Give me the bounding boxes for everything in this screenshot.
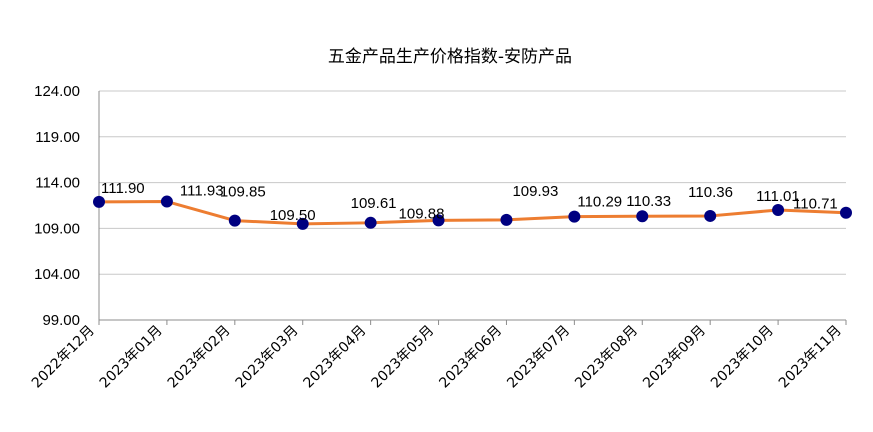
x-tick-label: 2022年12月 <box>29 323 98 392</box>
data-label: 110.36 <box>688 184 733 201</box>
data-label: 111.01 <box>756 188 800 205</box>
series-layer <box>93 195 852 230</box>
y-tick-label: 104.00 <box>34 266 80 283</box>
x-tick-label: 2023年10月 <box>708 323 777 392</box>
y-tick-label: 119.00 <box>35 129 80 146</box>
x-tick-label: 2023年03月 <box>233 323 302 392</box>
data-label: 109.61 <box>351 195 397 212</box>
data-label: 109.88 <box>399 205 445 222</box>
data-point <box>500 213 513 226</box>
data-point <box>704 209 717 222</box>
x-tick-label: 2023年02月 <box>165 323 234 392</box>
x-tick-label: 2023年05月 <box>368 323 437 392</box>
data-point <box>160 195 173 208</box>
data-point <box>228 214 241 227</box>
x-tick-label: 2023年04月 <box>301 323 370 392</box>
data-point <box>840 206 852 219</box>
data-label: 109.93 <box>512 183 558 200</box>
data-label: 111.93 <box>180 183 224 200</box>
series-line <box>97 200 848 226</box>
x-tick-label: 2023年08月 <box>572 323 641 392</box>
x-tick-label: 2023年07月 <box>504 323 573 392</box>
y-tick-label: 99.00 <box>42 312 80 329</box>
data-label: 110.29 <box>577 194 622 211</box>
data-label: 111.90 <box>101 180 145 197</box>
data-label: 110.33 <box>626 193 671 210</box>
y-tick-label: 124.00 <box>34 83 80 100</box>
data-label: 110.71 <box>793 196 838 213</box>
x-tick-label: 2023年01月 <box>97 323 166 392</box>
x-tick-label: 2023年09月 <box>640 323 709 392</box>
data-label: 109.85 <box>220 184 266 201</box>
data-point <box>772 203 785 216</box>
chart-title: 五金产品生产价格指数-安防产品 <box>328 47 572 67</box>
x-tick-label: 2023年06月 <box>436 323 505 392</box>
grid-layer <box>98 90 846 321</box>
data-point <box>93 195 105 208</box>
y-axis: 99.00 104.00 109.00 114.00 119.00 124.00 <box>34 83 80 329</box>
x-axis: 2022年12月2023年01月2023年02月2023年03月2023年04月… <box>29 320 847 392</box>
y-tick-label: 109.00 <box>34 220 80 237</box>
y-tick-label: 114.00 <box>35 175 80 192</box>
data-point <box>636 210 649 223</box>
x-tick-label: 2023年11月 <box>776 323 845 392</box>
data-point <box>568 210 581 223</box>
data-point <box>432 214 445 227</box>
data-label: 109.50 <box>270 207 316 224</box>
data-point <box>296 217 309 230</box>
data-point <box>364 216 377 229</box>
